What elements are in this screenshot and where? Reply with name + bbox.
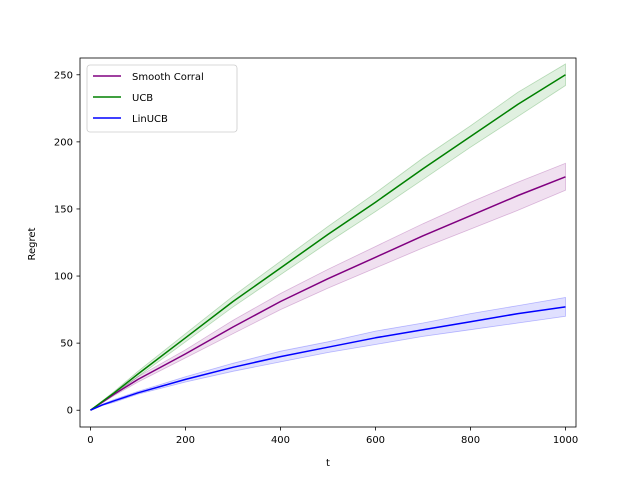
series-layer — [90, 63, 566, 411]
legend-label-smooth-corral: Smooth Corral — [132, 72, 204, 83]
series-line-smooth-corral — [90, 176, 566, 411]
x-tick-label: 1000 — [553, 435, 578, 446]
x-axis: 0 200 400 600 800 1000 — [87, 427, 578, 446]
y-tick-label: 250 — [54, 70, 73, 81]
y-axis: 0 50 100 150 200 250 — [54, 70, 80, 417]
y-tick-label: 150 — [54, 204, 73, 215]
legend-label-linucb: LinUCB — [132, 114, 168, 125]
x-tick-label: 200 — [176, 435, 195, 446]
x-tick-label: 600 — [366, 435, 385, 446]
x-tick-label: 0 — [87, 435, 93, 446]
y-axis-label: Regret — [27, 227, 38, 260]
y-tick-label: 0 — [67, 406, 73, 417]
legend-label-ucb: UCB — [132, 93, 153, 104]
y-tick-label: 200 — [54, 137, 73, 148]
x-tick-label: 800 — [461, 435, 480, 446]
x-tick-label: 400 — [271, 435, 290, 446]
plot-area — [79, 57, 577, 428]
y-tick-label: 50 — [60, 339, 73, 350]
series-line-linucb — [90, 306, 566, 411]
confidence-band-ucb — [90, 63, 566, 411]
legend-box — [86, 64, 238, 133]
series-line-ucb — [90, 74, 566, 411]
y-tick-label: 100 — [54, 272, 73, 283]
x-axis-label: t — [326, 458, 330, 469]
plot-frame — [79, 57, 577, 428]
legend: Smooth Corral UCB LinUCB — [86, 64, 238, 133]
